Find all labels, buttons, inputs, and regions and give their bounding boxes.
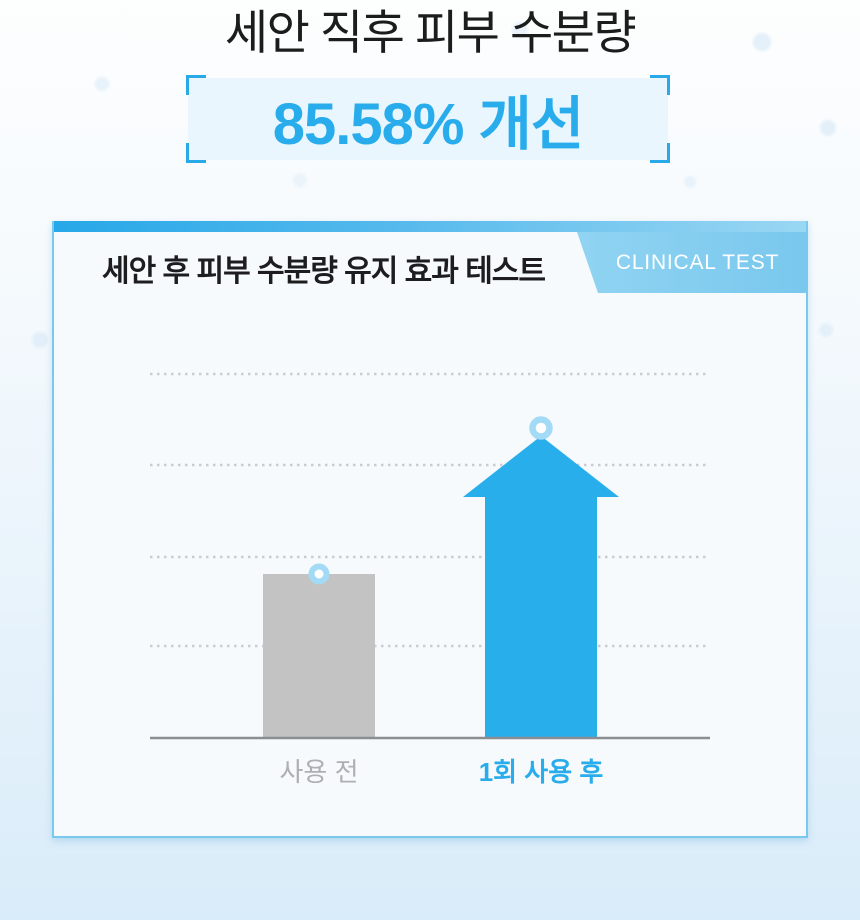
card-title: 세안 후 피부 수분량 유지 효과 테스트 bbox=[102, 255, 546, 288]
improvement-percentage-text: 85.58% 개선 bbox=[272, 92, 585, 157]
page-title: 세안 직후 피부 수분량 bbox=[224, 6, 637, 59]
label-before-use: 사용 전 bbox=[280, 757, 359, 787]
corner-bracket-bottom-right-icon bbox=[650, 143, 670, 163]
corner-bracket-top-left-icon bbox=[186, 75, 206, 95]
clinical-test-card: CLINICAL TEST 세안 후 피부 수분량 유지 효과 테스트 사용 전… bbox=[52, 221, 808, 838]
label-after-use: 1회 사용 후 bbox=[479, 757, 604, 787]
bar-before-use bbox=[263, 574, 375, 738]
arrow-bar-after-use bbox=[463, 436, 619, 738]
corner-bracket-top-right-icon bbox=[650, 75, 670, 95]
clinical-test-badge-label: CLINICAL TEST bbox=[615, 251, 780, 274]
marker-after-use-icon bbox=[529, 416, 553, 440]
improvement-highlight-box: 85.58% 개선 bbox=[186, 75, 670, 163]
clinical-test-badge: CLINICAL TEST bbox=[577, 232, 806, 293]
marker-before-use-icon bbox=[308, 563, 330, 585]
card-accent-strip bbox=[54, 221, 806, 232]
moisture-bar-chart: 사용 전 1회 사용 후 bbox=[150, 372, 710, 787]
corner-bracket-bottom-left-icon bbox=[186, 143, 206, 163]
